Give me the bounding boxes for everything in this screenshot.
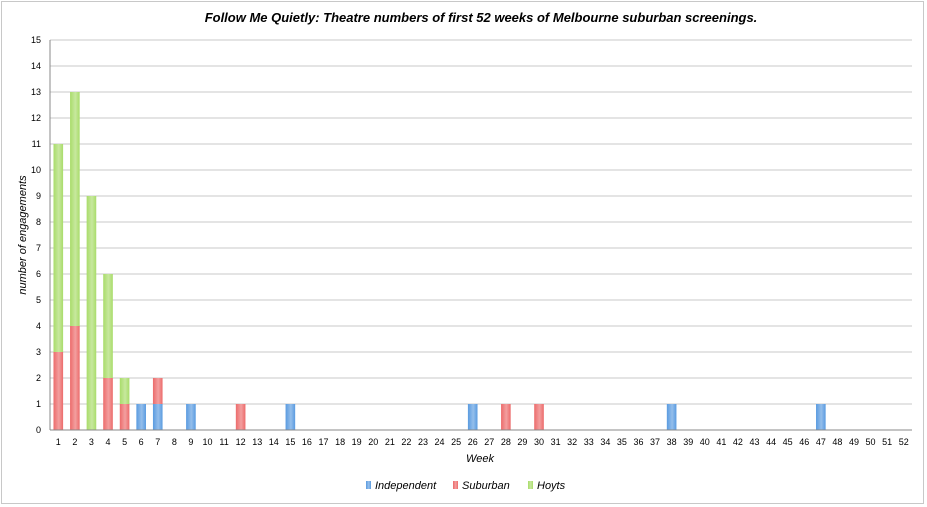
x-tick-label: 14	[269, 437, 279, 447]
x-tick-label: 22	[401, 437, 411, 447]
bar-independent-week-9	[186, 404, 196, 430]
bar-suburban-week-28	[501, 404, 511, 430]
x-tick-label: 25	[451, 437, 461, 447]
bar-hoyts-week-1	[53, 144, 64, 352]
y-tick-label: 0	[36, 425, 41, 435]
x-tick-label: 35	[617, 437, 627, 447]
x-tick-label: 26	[468, 437, 478, 447]
y-axis-title: number of engagements	[17, 175, 29, 295]
x-tick-label: 48	[832, 437, 842, 447]
legend-label-independent: Independent	[375, 480, 437, 492]
x-tick-label: 9	[188, 437, 193, 447]
x-tick-label: 5	[122, 437, 127, 447]
x-tick-label: 6	[139, 437, 144, 447]
x-tick-label: 37	[650, 437, 660, 447]
x-tick-label: 18	[335, 437, 345, 447]
x-tick-label: 16	[302, 437, 312, 447]
x-tick-label: 30	[534, 437, 544, 447]
x-tick-label: 21	[385, 437, 395, 447]
bar-suburban-week-4	[103, 378, 113, 430]
bar-hoyts-week-4	[103, 274, 113, 378]
bar-suburban-week-2	[70, 326, 80, 430]
x-tick-label: 47	[816, 437, 826, 447]
x-tick-label: 20	[368, 437, 378, 447]
legend: Independent Suburban Hoyts	[366, 480, 566, 492]
x-tick-label: 49	[849, 437, 859, 447]
x-tick-label: 40	[700, 437, 710, 447]
bar-hoyts-week-3	[86, 196, 97, 430]
x-tick-label: 33	[584, 437, 594, 447]
y-tick-label: 13	[31, 87, 41, 97]
x-tick-label: 42	[733, 437, 743, 447]
x-tick-label: 29	[517, 437, 527, 447]
legend-swatch-hoyts	[528, 481, 533, 489]
x-tick-label: 7	[155, 437, 160, 447]
bar-suburban-week-12	[235, 404, 246, 430]
bar-independent-week-7	[152, 404, 163, 430]
x-tick-label: 2	[72, 437, 77, 447]
bar-independent-week-38	[666, 404, 677, 430]
x-tick-label: 31	[551, 437, 561, 447]
legend-label-hoyts: Hoyts	[537, 480, 566, 492]
x-tick-label: 46	[799, 437, 809, 447]
y-tick-label: 1	[36, 399, 41, 409]
bar-hoyts-week-5	[119, 378, 130, 404]
bar-suburban-week-7	[152, 378, 163, 404]
x-tick-label: 19	[352, 437, 362, 447]
x-tick-label: 27	[484, 437, 494, 447]
x-tick-label: 51	[882, 437, 892, 447]
x-tick-label: 10	[202, 437, 212, 447]
x-tick-label: 44	[766, 437, 776, 447]
x-tick-label: 39	[683, 437, 693, 447]
x-tick-label: 1	[56, 437, 61, 447]
bar-independent-week-47	[816, 404, 826, 430]
x-tick-label: 13	[252, 437, 262, 447]
y-tick-label: 5	[36, 295, 41, 305]
x-tick-label: 28	[501, 437, 511, 447]
x-tick-label: 34	[600, 437, 610, 447]
bar-suburban-week-5	[119, 404, 130, 430]
bar-suburban-week-1	[53, 352, 64, 430]
bar-independent-week-15	[285, 404, 296, 430]
x-tick-label: 23	[418, 437, 428, 447]
x-tick-label: 12	[236, 437, 246, 447]
x-tick-label: 32	[567, 437, 577, 447]
x-tick-label: 38	[667, 437, 677, 447]
x-tick-label: 4	[106, 437, 111, 447]
x-tick-label: 3	[89, 437, 94, 447]
x-tick-label: 36	[633, 437, 643, 447]
chart-title: Follow Me Quietly: Theatre numbers of fi…	[205, 10, 758, 25]
x-tick-label: 15	[285, 437, 295, 447]
legend-swatch-independent	[366, 481, 371, 489]
y-tick-label: 3	[36, 347, 41, 357]
x-tick-label: 17	[319, 437, 329, 447]
x-tick-label: 50	[866, 437, 876, 447]
y-tick-label: 12	[31, 113, 41, 123]
x-tick-label: 24	[435, 437, 445, 447]
bar-hoyts-week-2	[70, 92, 80, 326]
y-tick-label: 6	[36, 269, 41, 279]
x-tick-label: 11	[219, 437, 228, 447]
x-axis-title: Week	[466, 453, 494, 465]
bar-independent-week-26	[467, 404, 478, 430]
y-tick-label: 8	[36, 217, 41, 227]
x-tick-label: 45	[783, 437, 793, 447]
x-tick-label: 8	[172, 437, 177, 447]
y-tick-label: 11	[32, 139, 41, 149]
bar-independent-week-6	[136, 404, 146, 430]
y-tick-label: 7	[36, 243, 41, 253]
legend-swatch-suburban	[453, 481, 458, 489]
y-tick-label: 14	[31, 61, 41, 71]
y-tick-label: 2	[36, 373, 41, 383]
x-tick-label: 43	[750, 437, 760, 447]
x-tick-label: 52	[899, 437, 909, 447]
x-tick-label: 41	[716, 437, 726, 447]
bar-suburban-week-30	[534, 404, 544, 430]
y-tick-label: 4	[36, 321, 41, 331]
legend-label-suburban: Suburban	[462, 480, 510, 492]
y-tick-label: 10	[31, 165, 41, 175]
y-tick-label: 15	[31, 35, 41, 45]
y-tick-label: 9	[36, 191, 41, 201]
